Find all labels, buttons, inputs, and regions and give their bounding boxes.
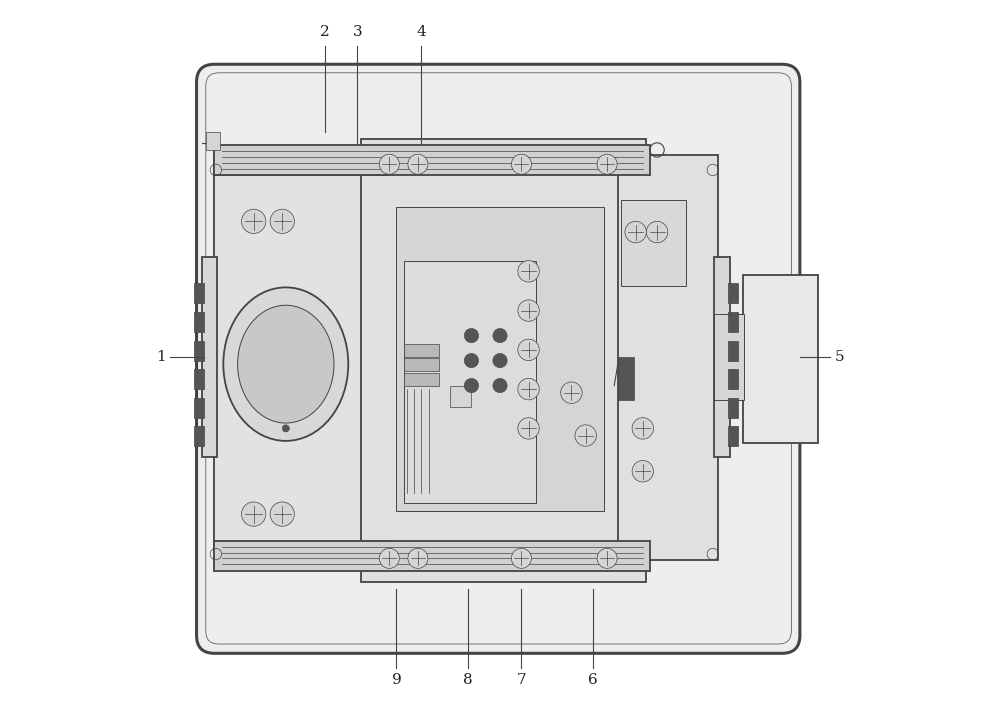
Bar [361,139,646,582]
Bar [728,426,738,446]
Text: 7: 7 [517,673,526,687]
Bar [404,373,439,386]
Bar [214,541,650,571]
Text: 5: 5 [834,350,844,364]
Circle shape [282,425,289,432]
Bar [194,341,204,361]
Bar [621,200,686,286]
Bar [618,155,718,560]
Circle shape [493,353,507,368]
Circle shape [518,300,539,321]
Bar [194,312,204,332]
Circle shape [511,154,531,174]
Circle shape [518,261,539,282]
Circle shape [242,209,266,233]
Bar [728,369,738,389]
Bar [450,386,471,407]
Bar [618,357,634,400]
Bar [714,257,730,457]
Bar [214,155,389,175]
Circle shape [518,418,539,439]
FancyBboxPatch shape [197,64,800,653]
Text: 2: 2 [320,25,330,39]
Circle shape [518,339,539,361]
Circle shape [464,378,479,393]
Bar [194,426,204,446]
Circle shape [625,221,646,243]
Text: 6: 6 [588,673,598,687]
Bar [214,154,389,560]
Circle shape [493,378,507,393]
Circle shape [511,548,531,568]
Circle shape [493,328,507,343]
Bar [404,261,536,503]
Circle shape [270,502,294,526]
Bar [214,145,650,175]
Circle shape [379,548,399,568]
Bar [214,540,389,560]
Bar [714,314,744,400]
Bar [404,344,439,357]
Circle shape [242,502,266,526]
Text: 1: 1 [156,350,166,364]
Circle shape [408,548,428,568]
Circle shape [464,353,479,368]
Ellipse shape [238,306,334,423]
Circle shape [597,548,617,568]
Circle shape [270,209,294,233]
Circle shape [464,328,479,343]
Circle shape [408,154,428,174]
Circle shape [518,378,539,400]
Bar [194,398,204,418]
Bar [404,358,439,371]
Text: 4: 4 [417,25,426,39]
Bar [396,207,604,511]
Bar [743,275,818,443]
Bar [202,257,217,457]
Bar [728,283,738,303]
Circle shape [561,382,582,403]
Text: 8: 8 [463,673,473,687]
Circle shape [597,154,617,174]
Bar [194,283,204,303]
Bar [728,398,738,418]
Circle shape [575,425,596,446]
Bar [194,369,204,389]
Text: 9: 9 [392,673,401,687]
Bar [728,312,738,332]
Circle shape [632,461,654,482]
Circle shape [646,221,668,243]
Text: 3: 3 [352,25,362,39]
Ellipse shape [223,288,348,441]
Circle shape [379,154,399,174]
Bar [728,341,738,361]
Circle shape [632,418,654,439]
Bar [206,132,220,150]
